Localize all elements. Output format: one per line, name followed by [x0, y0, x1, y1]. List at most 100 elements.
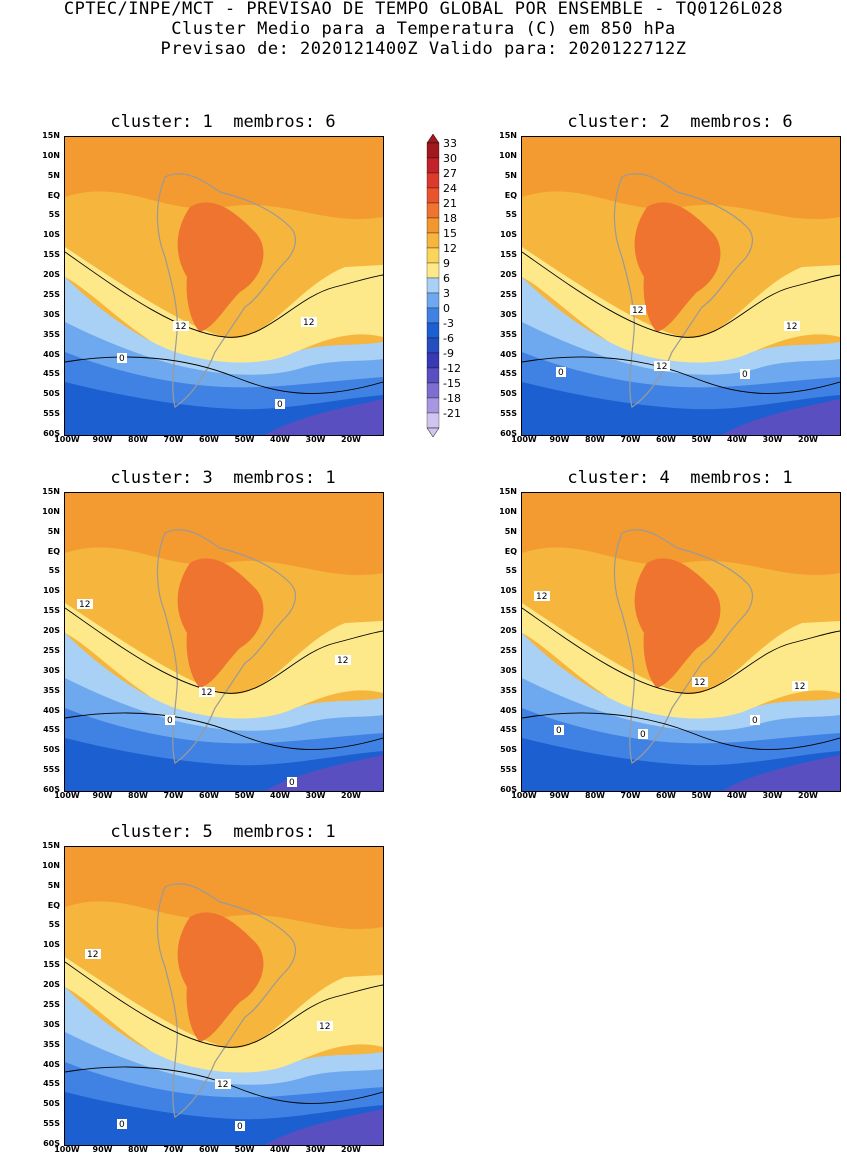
contour-label: 12 — [301, 317, 317, 328]
latitude-label: 35S — [43, 329, 60, 339]
latitude-label: 15S — [500, 250, 517, 260]
colorbar-swatch — [426, 412, 440, 429]
latitude-label: 35S — [500, 329, 517, 339]
latitude-label: 15N — [499, 131, 517, 140]
latitude-label: 40S — [500, 705, 517, 715]
latitude-label: 20S — [43, 626, 60, 636]
map-field: 12 12 0 0 — [65, 137, 383, 435]
longitude-label: 30W — [305, 1145, 326, 1154]
latitude-label: 50S — [500, 389, 517, 399]
latitude-label: 40S — [43, 349, 60, 359]
latitude-label: 15N — [42, 131, 60, 140]
latitude-label: 5S — [48, 566, 60, 576]
longitude-label: 30W — [762, 435, 783, 444]
longitude-label: 90W — [92, 791, 113, 800]
latitude-label: 35S — [43, 1039, 60, 1049]
contour-label: 0 — [556, 367, 566, 378]
longitude-label: 70W — [163, 435, 184, 444]
latitude-label: 15N — [42, 487, 60, 496]
longitude-label: 80W — [585, 791, 605, 800]
latitude-label: 15S — [43, 250, 60, 260]
longitude-label: 100W — [54, 791, 80, 800]
longitude-label: 60W — [199, 791, 219, 800]
longitude-label: 90W — [92, 1145, 113, 1154]
svg-text:12: 12 — [337, 656, 348, 666]
latitude-label: 5N — [47, 880, 60, 890]
latitude-label: 50S — [43, 1099, 60, 1109]
longitude-label: 40W — [270, 1145, 290, 1154]
figure-title-line-1: CPTEC/INPE/MCT - PREVISAO DE TEMPO GLOBA… — [63, 0, 784, 19]
colorbar-swatch — [426, 172, 440, 189]
longitude-label: 20W — [341, 435, 361, 444]
contour-label: 12 — [692, 677, 708, 688]
longitude-label: 90W — [549, 791, 570, 800]
map-field: 12 12 12 0 0 — [65, 847, 383, 1145]
latitude-label: 30S — [43, 1019, 60, 1029]
svg-text:12: 12 — [201, 688, 212, 698]
latitude-label: 15S — [500, 606, 517, 616]
latitude-label: 10S — [500, 586, 517, 596]
contour-label: 0 — [235, 1121, 245, 1132]
longitude-label: 90W — [549, 435, 570, 444]
latitude-label: 10S — [43, 230, 60, 240]
contour-label: 12 — [317, 1021, 333, 1032]
colorbar-label: 30 — [443, 152, 457, 165]
contour-label: 12 — [654, 361, 670, 372]
longitude-label: 70W — [163, 1145, 184, 1154]
cluster-panel-title: cluster: 5 membros: 1 — [110, 822, 336, 842]
colorbar-swatch — [426, 382, 440, 399]
longitude-label: 100W — [511, 435, 537, 444]
colorbar-label: 0 — [443, 302, 450, 315]
contour-label: 0 — [117, 353, 127, 364]
latitude-label: 5S — [48, 920, 60, 930]
latitude-label: 45S — [500, 369, 517, 379]
longitude-label: 30W — [305, 435, 326, 444]
latitude-label: 10N — [42, 860, 60, 870]
latitude-label: 45S — [43, 725, 60, 735]
colorbar-label: -9 — [443, 347, 454, 360]
colorbar-swatch — [426, 352, 440, 369]
latitude-label: 15S — [43, 960, 60, 970]
latitude-label: 55S — [43, 765, 60, 775]
latitude-label: 5S — [505, 210, 517, 220]
latitude-label: 60S — [43, 785, 60, 794]
colorbar-swatch — [426, 262, 440, 279]
latitude-label: 5N — [504, 526, 517, 536]
longitude-label: 50W — [691, 791, 712, 800]
latitude-label: EQ — [47, 546, 60, 556]
colorbar: 33 30 27 24 21 18 15 12 9 6 3 0 -3 -6 -9 -12 -15 -18 -21 — [425, 133, 485, 447]
latitude-label: 50S — [43, 389, 60, 399]
latitude-label: 30S — [500, 665, 517, 675]
latitude-label: 60S — [43, 429, 60, 438]
colorbar-label: 33 — [443, 137, 457, 150]
svg-text:0: 0 — [556, 726, 562, 736]
colorbar-label: -3 — [443, 317, 454, 330]
longitude-label: 40W — [270, 435, 290, 444]
latitude-label: 25S — [500, 289, 517, 299]
colorbar-swatch — [426, 322, 440, 339]
svg-text:12: 12 — [303, 318, 314, 328]
figure-title-line-3: Previsao de: 2020121400Z Valido para: 20… — [160, 39, 687, 59]
latitude-label: 10S — [43, 940, 60, 950]
temperature-map: 12 12 12 0 0 — [64, 492, 384, 792]
colorbar-label: 12 — [443, 242, 457, 255]
latitude-label: EQ — [504, 546, 517, 556]
svg-text:0: 0 — [237, 1122, 243, 1132]
latitude-label: 20S — [43, 980, 60, 990]
contour-label: 12 — [792, 681, 808, 692]
latitude-label: 25S — [43, 289, 60, 299]
longitude-label: 60W — [199, 1145, 219, 1154]
longitude-label: 40W — [727, 791, 747, 800]
contour-label: 12 — [784, 321, 800, 332]
latitude-label: 55S — [43, 409, 60, 419]
latitude-label: 20S — [500, 270, 517, 280]
latitude-label: 60S — [500, 785, 517, 794]
longitude-label: 80W — [128, 435, 148, 444]
svg-text:0: 0 — [167, 716, 173, 726]
latitude-label: 35S — [43, 685, 60, 695]
latitude-label: 15N — [499, 487, 517, 496]
longitude-label: 100W — [511, 791, 537, 800]
latitude-label: 5N — [504, 170, 517, 180]
longitude-label: 60W — [656, 435, 676, 444]
cluster-panel-title: cluster: 3 membros: 1 — [110, 468, 336, 488]
